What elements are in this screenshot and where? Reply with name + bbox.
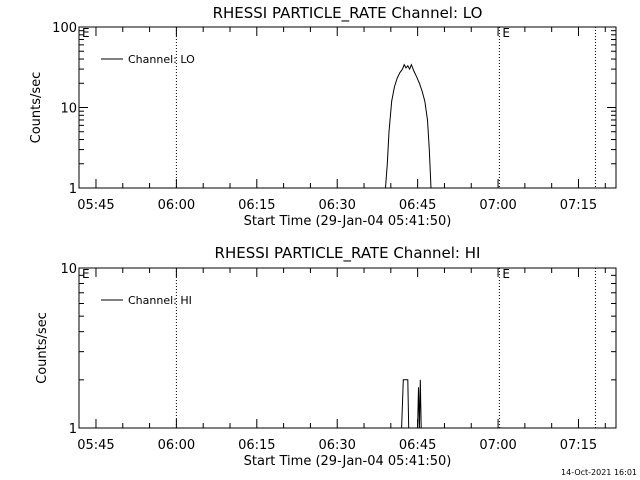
x-tick-label: 06:45 [399,438,436,453]
y-tick-label: 10 [60,102,77,117]
legend-entry: Channel: HI [128,294,192,307]
x-tick-label: 07:00 [479,198,516,213]
x-tick-label: 06:30 [318,198,355,213]
event-annotation: E [502,267,510,281]
chart-title: RHESSI PARTICLE_RATE Channel: LO [213,4,483,23]
legend-entry: Channel: LO [128,53,195,66]
event-annotation: E [82,267,90,281]
x-tick-label: 07:15 [560,438,597,453]
y-tick-label: 1 [69,182,77,197]
y-axis-label: Counts/sec [35,312,50,384]
x-tick-label: 05:45 [77,198,114,213]
x-tick-label: 06:30 [318,438,355,453]
y-axis-label: Counts/sec [29,72,44,144]
y-tick-label: 1 [69,422,77,437]
footer-timestamp: 14-Oct-2021 16:01 [561,468,637,477]
x-tick-label: 06:00 [158,438,195,453]
x-tick-label: 06:15 [238,438,275,453]
event-annotation: E [502,26,510,40]
x-tick-label: 05:45 [77,438,114,453]
y-tick-label: 100 [52,21,77,36]
series-line [401,379,422,429]
plot-frame [78,267,617,429]
x-axis-label: Start Time (29-Jan-04 05:41:50) [244,454,452,469]
x-tick-label: 06:15 [238,198,275,213]
x-tick-label: 06:45 [399,198,436,213]
chart-title: RHESSI PARTICLE_RATE Channel: HI [215,244,481,263]
y-tick-label: 10 [60,262,77,277]
x-tick-label: 07:00 [479,438,516,453]
x-tick-label: 07:15 [560,198,597,213]
series-line [385,63,432,189]
x-tick-label: 06:00 [158,198,195,213]
plot-frame [78,26,617,189]
event-annotation: E [82,26,90,40]
x-axis-label: Start Time (29-Jan-04 05:41:50) [244,214,452,229]
